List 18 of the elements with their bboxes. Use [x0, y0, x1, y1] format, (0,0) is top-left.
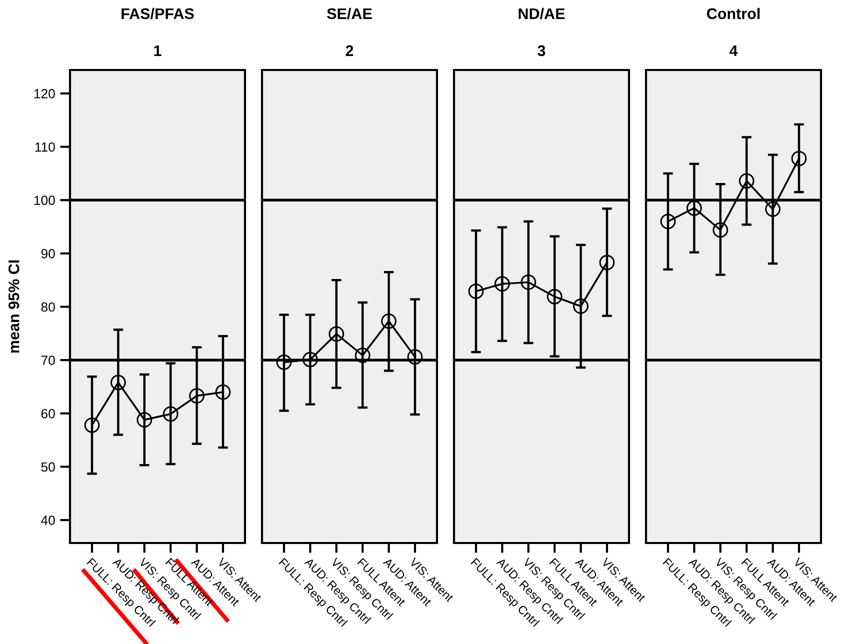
chart-title: Control	[706, 8, 760, 20]
chart-subtitle: 4	[729, 45, 738, 56]
chart-title: FAS/PFAS	[122, 8, 194, 20]
chart-subtitle: 3	[538, 45, 546, 56]
chart-subtitle: 1	[154, 45, 162, 56]
chart-subtitle: 2	[346, 45, 354, 56]
y-tick-label: 40	[41, 516, 55, 525]
y-tick-label: 100	[34, 196, 55, 206]
y-tick-label: 60	[41, 408, 55, 418]
y-tick-label: 120	[34, 89, 55, 98]
y-axis-title: mean 95% CI	[8, 260, 20, 353]
y-tick-label: 90	[41, 249, 55, 258]
y-tick-label: 50	[41, 462, 55, 472]
chart-title: SE/AE	[327, 8, 372, 20]
y-tick-label: 80	[41, 302, 55, 312]
y-tick-label: 110	[35, 142, 55, 152]
chart-title: ND/AE	[518, 8, 565, 20]
y-tick-label: 70	[41, 356, 55, 366]
